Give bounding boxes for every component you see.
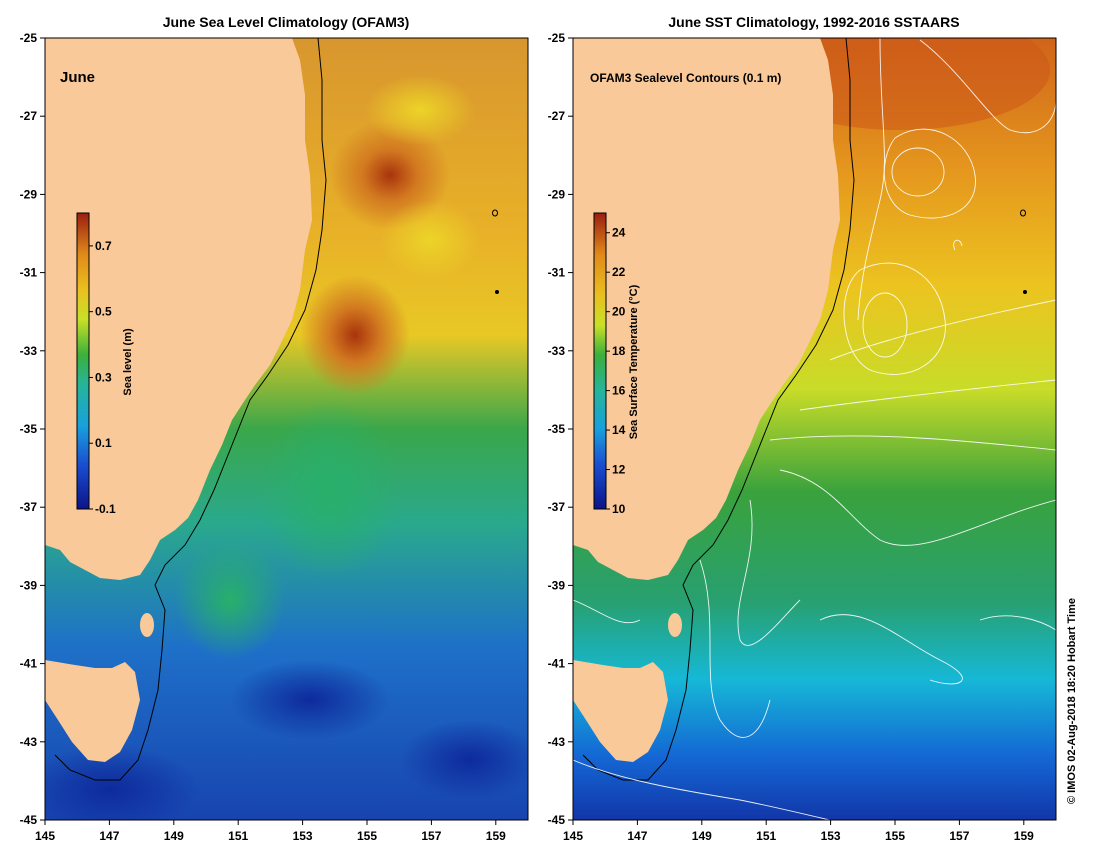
lat-tick-label: -25: [20, 31, 38, 45]
green-tongue-2: [175, 540, 285, 660]
sea-level-map: [45, 38, 528, 820]
lat-tick-label: -33: [20, 344, 38, 358]
lat-tick-label: -43: [548, 735, 566, 749]
sst-map: [573, 38, 1056, 820]
right-map-title: June SST Climatology, 1992-2016 SSTAARS: [668, 14, 959, 30]
lat-tick-label: -27: [548, 109, 566, 123]
lat-tick-label: -31: [548, 266, 566, 280]
yellow-patch-2: [380, 200, 480, 280]
right-latitude-axis: -25 -27 -29 -31 -33 -35 -37 -39 -41 -43 -45: [548, 31, 573, 827]
lon-tick-label: 149: [692, 829, 712, 843]
sea-level-colorbar-label: Sea level (m): [122, 328, 134, 396]
colorbar-tick-label: 10: [612, 502, 626, 516]
flinders-island-sst: [668, 613, 682, 637]
low-patch-s: [230, 660, 390, 740]
lord-howe-island-sst: [1023, 290, 1027, 294]
lat-tick-label: -35: [20, 422, 38, 436]
low-patch-se: [400, 720, 528, 800]
colorbar-tick-label: 20: [612, 305, 626, 319]
colorbar-tick-label: 22: [612, 265, 626, 279]
lon-tick-label: 149: [164, 829, 184, 843]
copyright-text: © IMOS 02-Aug-2018 18:20 Hobart Time: [1066, 598, 1078, 804]
colorbar-tick-label: 12: [612, 463, 626, 477]
sst-colorbar-ticks: 24 22 20 18 16 14 12 10: [606, 226, 626, 516]
contour-label: OFAM3 Sealevel Contours (0.1 m): [590, 71, 781, 85]
lat-tick-label: -35: [548, 422, 566, 436]
right-longitude-axis: 145 147 149 151 153 155 157 159: [563, 820, 1034, 843]
tasmania: [45, 660, 140, 762]
left-map-title: June Sea Level Climatology (OFAM3): [163, 14, 410, 30]
lon-tick-label: 159: [486, 829, 506, 843]
green-tongue: [260, 400, 400, 580]
flinders-island: [140, 613, 154, 637]
colorbar-tick-label: -0.1: [95, 502, 116, 516]
lon-tick-label: 153: [293, 829, 313, 843]
copyright-note: © IMOS 02-Aug-2018 18:20 Hobart Time: [1062, 580, 1082, 830]
mainland-coast-sst: [573, 38, 840, 580]
low-patch-sw: [45, 745, 200, 820]
lon-tick-label: 159: [1014, 829, 1034, 843]
lat-tick-label: -31: [20, 266, 38, 280]
sst-colorbar-label: Sea Surface Temperature (°C): [628, 284, 640, 439]
colorbar-tick-label: 14: [612, 423, 626, 437]
lat-tick-label: -29: [20, 187, 38, 201]
colorbar-tick-label: 0.5: [95, 305, 112, 319]
lon-tick-label: 147: [627, 829, 647, 843]
sea-level-colorbar: [76, 212, 90, 510]
lon-tick-label: 155: [357, 829, 377, 843]
lat-tick-label: -45: [20, 813, 38, 827]
colorbar-tick-label: 0.1: [95, 436, 112, 450]
sst-colorbar: [593, 212, 607, 510]
lat-tick-label: -41: [20, 657, 38, 671]
lord-howe-island: [495, 290, 499, 294]
lat-tick-label: -45: [548, 813, 566, 827]
colorbar-tick-label: 0.3: [95, 370, 112, 384]
lat-tick-label: -39: [20, 578, 38, 592]
colorbar-tick-label: 0.7: [95, 239, 112, 253]
sea-level-colorbar-ticks: 0.7 0.5 0.3 0.1 -0.1: [89, 239, 116, 516]
balls-pyramid-sst: [1020, 209, 1026, 217]
lon-tick-label: 147: [99, 829, 119, 843]
balls-pyramid: [492, 209, 498, 217]
lon-tick-label: 151: [228, 829, 248, 843]
colorbar-tick-label: 16: [612, 384, 626, 398]
left-latitude-axis: -25 -27 -29 -31 -33 -35 -37 -39 -41 -43 -45: [20, 31, 45, 827]
colorbar-tick-label: 24: [612, 226, 626, 240]
colorbar-tick-label: 18: [612, 344, 626, 358]
lat-tick-label: -43: [20, 735, 38, 749]
lat-tick-label: -37: [20, 500, 38, 514]
lon-tick-label: 151: [756, 829, 776, 843]
mainland-coast: [45, 38, 312, 580]
tasmania-sst: [573, 660, 668, 762]
month-label: June: [60, 69, 95, 86]
left-longitude-axis: 145 147 149 151 153 155 157 159: [35, 820, 506, 843]
lon-tick-label: 155: [885, 829, 905, 843]
lon-tick-label: 157: [949, 829, 969, 843]
warm-eddy-south: [300, 275, 410, 395]
lat-tick-label: -39: [548, 578, 566, 592]
sea-level-contours: [573, 38, 1056, 820]
lon-tick-label: 157: [421, 829, 441, 843]
yellow-patch: [365, 75, 475, 145]
lat-tick-label: -41: [548, 657, 566, 671]
lon-tick-label: 145: [563, 829, 583, 843]
lon-tick-label: 145: [35, 829, 55, 843]
lon-tick-label: 153: [821, 829, 841, 843]
lat-tick-label: -37: [548, 500, 566, 514]
lat-tick-label: -27: [20, 109, 38, 123]
shelf-contour-sst: [582, 38, 855, 781]
lat-tick-label: -25: [548, 31, 566, 45]
lat-tick-label: -33: [548, 344, 566, 358]
lat-tick-label: -29: [548, 187, 566, 201]
shelf-contour: [54, 38, 327, 781]
